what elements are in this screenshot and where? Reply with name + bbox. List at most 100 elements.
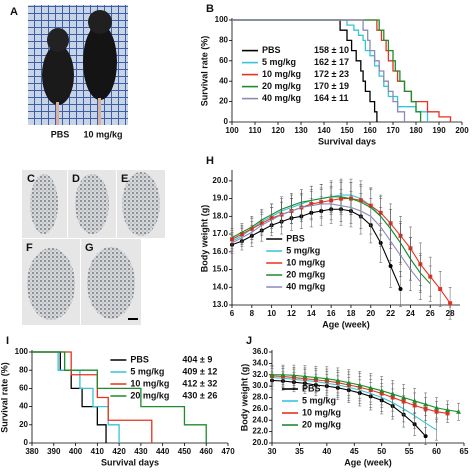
y-tick-label: 40	[19, 402, 28, 411]
x-tick-label: 130	[294, 126, 308, 135]
legend-label: 5 mg/kg	[286, 245, 320, 255]
y-tick-label: 16.0	[212, 247, 228, 256]
legend-label: PBS	[130, 354, 149, 364]
panel-label: H	[206, 155, 214, 167]
marker	[324, 376, 330, 381]
marker	[269, 372, 275, 377]
series-line	[231, 203, 421, 283]
legend-stat: 164 ± 11	[314, 93, 348, 103]
marker	[401, 395, 407, 400]
legend-label: PBS	[286, 233, 305, 243]
panel-label: G	[85, 242, 94, 254]
x-tick-label: 55	[405, 447, 414, 456]
x-axis-label: Survival days	[101, 457, 159, 467]
x-axis-label: Age (week)	[344, 457, 392, 467]
y-tick-label: 18.0	[212, 211, 228, 220]
y-tick-label: 28.0	[252, 393, 268, 402]
marker	[412, 398, 418, 403]
series-line	[232, 19, 378, 122]
series-line	[32, 351, 107, 443]
x-tick-label: 410	[91, 447, 105, 456]
y-tick-label: 0	[224, 117, 229, 126]
x-tick-label: 22	[386, 309, 395, 318]
legend-label: 10 mg/kg	[262, 69, 301, 79]
panel-label: I	[6, 335, 9, 347]
legend-label: 10 mg/kg	[286, 257, 325, 267]
histology	[22, 170, 165, 325]
x-tick-label: 18	[347, 309, 356, 318]
legend-stat: 430 ± 26	[182, 390, 217, 400]
error-bar	[230, 233, 234, 253]
x-axis-label: Survival days	[318, 136, 376, 146]
x-tick-label: 65	[460, 447, 469, 456]
y-tick-label: 30.0	[252, 381, 268, 390]
marker	[390, 391, 396, 397]
series-line	[32, 351, 120, 443]
photo-caption: 10 mg/kg	[83, 129, 122, 139]
series-line	[271, 377, 437, 431]
x-tick-label: 50	[377, 447, 386, 456]
y-tick-label: 80	[219, 36, 228, 45]
legend-label: 40 mg/kg	[286, 281, 325, 291]
y-tick-label: 80	[19, 365, 28, 374]
y-tick-label: 24.0	[252, 415, 268, 424]
x-tick-label: 430	[134, 447, 148, 456]
marker	[448, 301, 453, 306]
x-tick-label: 8	[250, 309, 255, 318]
x-tick-label: 170	[386, 126, 400, 135]
marker	[291, 372, 297, 378]
y-tick-label: 20.0	[252, 438, 268, 447]
legend-stat: 158 ± 10	[314, 45, 349, 55]
legend-label: 20 mg/kg	[302, 419, 341, 429]
marker	[456, 409, 462, 414]
marker	[423, 434, 428, 439]
x-tick-label: 45	[350, 447, 359, 456]
marker	[434, 405, 440, 410]
legend-label: 20 mg/kg	[130, 390, 169, 400]
x-tick-label: 450	[178, 447, 192, 456]
legend-label: 5 mg/kg	[130, 366, 164, 376]
y-tick-label: 20.0	[212, 176, 228, 185]
marker	[445, 407, 451, 413]
x-tick-label: 26	[426, 309, 435, 318]
series-line	[32, 351, 153, 443]
y-tick-label: 14.0	[212, 282, 228, 291]
x-tick-label: 10	[267, 309, 276, 318]
x-tick-label: 14	[307, 309, 316, 318]
marker	[346, 380, 352, 385]
legend-stat: 170 ± 19	[314, 81, 349, 91]
legend-label: 10 mg/kg	[130, 378, 169, 388]
series-line	[232, 19, 422, 122]
x-tick-label: 160	[363, 126, 377, 135]
legend-stat: 409 ± 12	[182, 366, 217, 376]
panel-label: A	[10, 6, 18, 18]
x-tick-label: 40	[322, 447, 331, 456]
panel-label: F	[26, 242, 33, 254]
y-tick-label: 15.0	[212, 265, 228, 274]
marker	[388, 263, 393, 268]
y-tick-label: 26.0	[252, 404, 268, 413]
y-axis-label: Body weight (g)	[199, 205, 209, 273]
panel-label: J	[246, 335, 252, 347]
x-tick-label: 28	[446, 309, 455, 318]
panel-label: B	[206, 3, 214, 15]
legend-label: 5 mg/kg	[302, 395, 336, 405]
y-tick-label: 60	[219, 56, 228, 65]
panel-label: C	[27, 173, 35, 185]
y-tick-label: 19.0	[212, 194, 228, 203]
series-line	[232, 19, 406, 122]
x-tick-label: 200	[455, 126, 469, 135]
y-tick-label: 17.0	[212, 229, 228, 238]
x-tick-label: 470	[221, 447, 235, 456]
x-tick-label: 110	[249, 126, 262, 135]
x-tick-label: 390	[47, 447, 61, 456]
marker	[438, 287, 443, 292]
legend-stat: 162 ± 17	[314, 57, 349, 67]
panel-label: E	[121, 173, 128, 185]
y-axis-label: Survival rate (%)	[199, 36, 209, 107]
x-tick-label: 12	[287, 309, 296, 318]
legend-label: PBS	[302, 383, 321, 393]
x-tick-label: 150	[340, 126, 354, 135]
series-line	[32, 351, 207, 443]
